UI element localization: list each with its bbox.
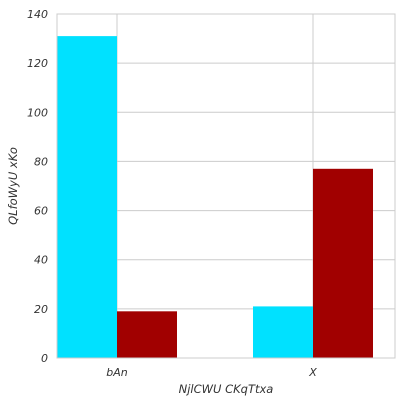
bar-x-series-2 [313,168,373,358]
y-tick-label: 20 [34,303,48,316]
plot-frame [56,13,396,359]
x-axis-label: NjlCWU CKqTtxa [179,382,274,396]
bar-ban-series-1 [57,36,117,358]
y-tick-label: 140 [27,8,48,21]
y-tick-label: 60 [34,205,48,218]
x-tick-labels: bAn X [106,366,317,379]
y-tick-labels: 0 20 40 60 80 100 120 140 [27,8,48,365]
y-tick-label: 40 [34,254,48,267]
y-tick-label: 120 [27,57,48,70]
bars [57,36,373,358]
bar-ban-series-2 [117,311,177,358]
y-tick-label: 100 [27,106,48,119]
x-tick-label: X [308,366,317,379]
bar-x-series-1 [253,306,313,358]
y-tick-label: 0 [41,352,48,365]
x-tick-label: bAn [106,366,128,379]
y-tick-label: 80 [34,155,48,168]
y-axis-label: QLfoWyU xKo [6,147,20,225]
